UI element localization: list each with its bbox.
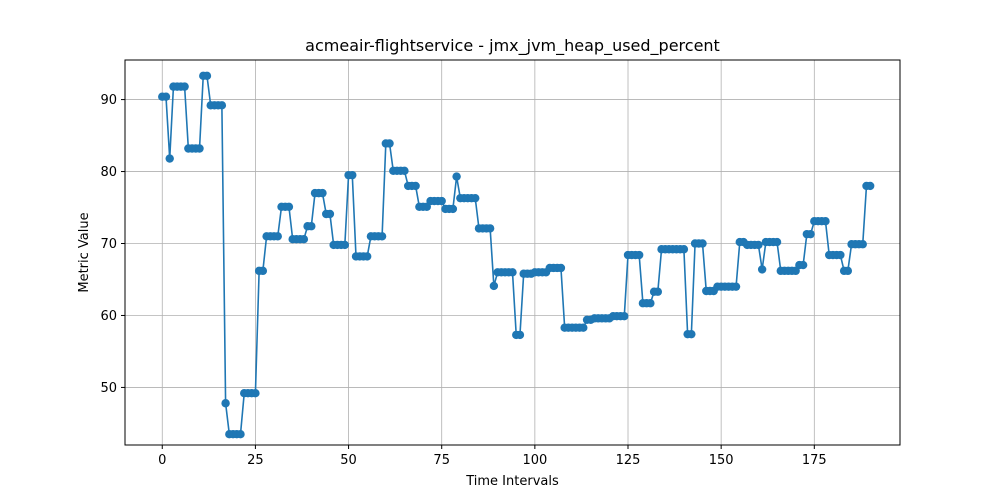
data-point <box>865 181 875 191</box>
data-point <box>620 311 629 321</box>
y-axis-ticks: 50 60 70 80 90 <box>100 93 125 396</box>
data-point <box>798 260 808 270</box>
x-axis-label: Time Intervals <box>465 474 559 489</box>
y-tick-label: 90 <box>100 93 117 108</box>
data-point <box>362 252 372 261</box>
data-point <box>836 250 845 260</box>
data-point <box>556 263 566 273</box>
data-point <box>221 399 230 408</box>
data-point <box>821 217 830 226</box>
data-point <box>489 281 499 291</box>
data-point <box>348 170 357 180</box>
y-tick-label: 70 <box>100 237 117 252</box>
data-point <box>858 240 867 249</box>
data-point <box>411 181 420 191</box>
x-axis-ticks: 0 25 50 75 100 125 150 175 <box>158 445 827 468</box>
x-tick-label: 0 <box>158 453 166 468</box>
data-point <box>400 166 409 176</box>
data-point <box>485 224 495 233</box>
data-point <box>318 188 327 198</box>
x-tick-label: 100 <box>522 453 547 468</box>
data-point <box>698 239 707 248</box>
data-point <box>161 92 171 101</box>
data-point <box>165 154 174 163</box>
data-point <box>195 144 204 153</box>
data-point <box>448 204 458 214</box>
data-point <box>325 209 335 219</box>
data-point <box>307 222 316 231</box>
data-point <box>251 388 260 398</box>
data-point <box>340 240 350 250</box>
x-tick-label: 175 <box>802 453 827 468</box>
data-point <box>284 202 294 211</box>
data-point <box>452 172 461 181</box>
data-point <box>754 240 763 250</box>
data-point <box>385 139 394 148</box>
y-tick-label: 80 <box>100 165 117 180</box>
series-0 <box>158 71 875 439</box>
data-point <box>653 287 663 296</box>
data-point <box>437 196 446 206</box>
x-tick-label: 150 <box>709 453 734 468</box>
data-point <box>579 323 588 332</box>
data-point <box>299 234 309 244</box>
data-point <box>731 282 741 291</box>
data-point <box>377 232 387 241</box>
data-point <box>679 245 689 254</box>
data-point <box>806 229 815 239</box>
data-point <box>646 299 655 308</box>
data-point <box>258 266 268 276</box>
data-point <box>202 71 212 81</box>
x-tick-label: 125 <box>616 453 641 468</box>
data-point <box>236 430 245 439</box>
y-tick-label: 50 <box>100 381 117 396</box>
data-point <box>843 266 853 276</box>
data-point <box>515 330 525 340</box>
x-tick-label: 50 <box>340 453 357 468</box>
plot-frame <box>124 59 901 446</box>
y-axis-label: Metric Value <box>77 212 92 292</box>
data-point <box>772 237 782 247</box>
data-point <box>757 265 767 274</box>
y-tick-label: 60 <box>100 309 117 324</box>
data-point <box>634 250 644 260</box>
chart-title: acmeair-flightservice - jmx_jvm_heap_use… <box>305 36 720 56</box>
data-point <box>471 193 480 203</box>
data-point <box>217 101 227 110</box>
x-tick-label: 75 <box>433 453 450 468</box>
data-point <box>273 232 282 241</box>
data-point <box>508 268 517 277</box>
x-tick-label: 25 <box>247 453 264 468</box>
data-point <box>180 82 189 91</box>
data-point <box>687 329 696 339</box>
